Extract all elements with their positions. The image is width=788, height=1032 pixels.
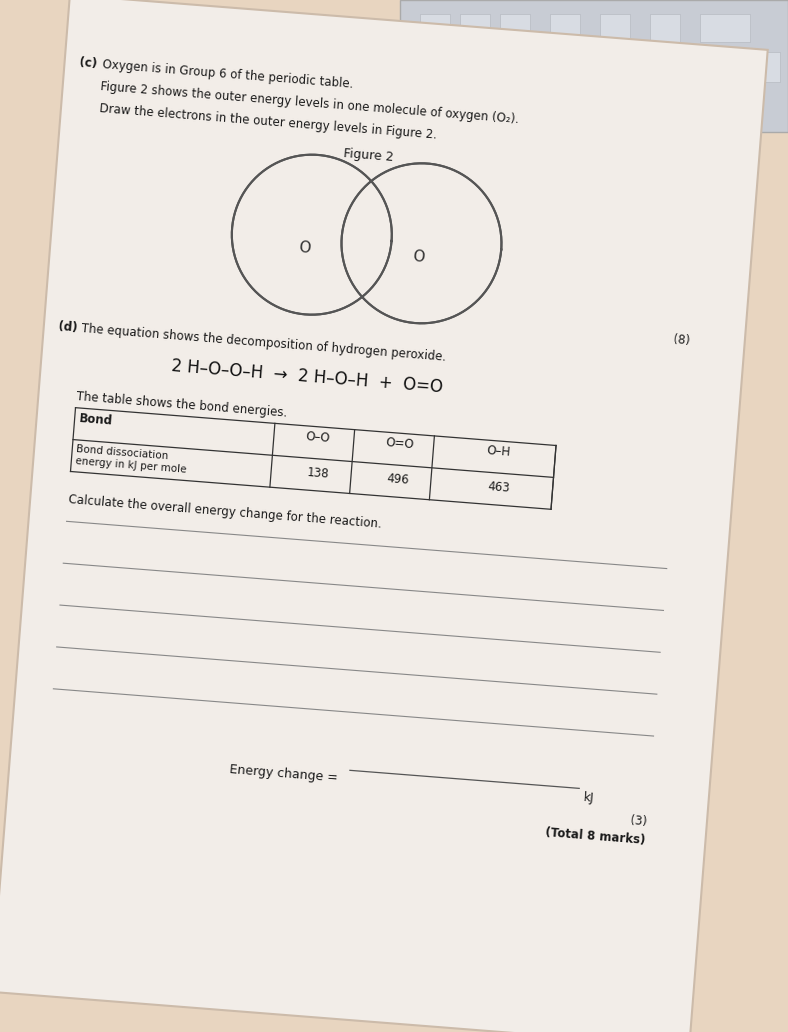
Bar [640, 52, 680, 82]
Text: Oxygen is in Group 6 of the periodic table.: Oxygen is in Group 6 of the periodic tab… [102, 58, 354, 91]
Text: 463: 463 [487, 480, 511, 495]
Text: 496: 496 [386, 473, 410, 487]
Bar [400, 0, 788, 132]
Bar [650, 14, 680, 42]
Polygon shape [232, 155, 392, 315]
Text: (8): (8) [672, 333, 690, 348]
Text: O–O: O–O [306, 430, 331, 445]
Text: (c): (c) [79, 56, 98, 70]
Text: Figure 2: Figure 2 [343, 147, 394, 164]
Bar [520, 52, 560, 82]
Text: O: O [298, 239, 311, 256]
Text: O=O: O=O [385, 437, 414, 451]
Text: Bond dissociation: Bond dissociation [76, 444, 169, 461]
Polygon shape [0, 0, 768, 1032]
Bar [600, 14, 630, 42]
Bar [460, 14, 490, 42]
Bar [700, 14, 750, 42]
Text: O–H: O–H [486, 444, 511, 459]
Text: (Total 8 marks): (Total 8 marks) [545, 826, 646, 846]
Bar [690, 52, 730, 82]
Bar [500, 14, 530, 42]
Text: Figure 2 shows the outer energy levels in one molecule of oxygen (O₂).: Figure 2 shows the outer energy levels i… [100, 79, 519, 126]
Text: Bond: Bond [78, 412, 113, 427]
Text: Draw the electrons in the outer energy levels in Figure 2.: Draw the electrons in the outer energy l… [98, 101, 437, 141]
Text: Energy change =: Energy change = [229, 763, 343, 784]
Text: (d): (d) [58, 320, 78, 334]
Bar [550, 14, 580, 42]
Bar [470, 52, 510, 82]
Polygon shape [341, 163, 501, 323]
Text: The equation shows the decomposition of hydrogen peroxide.: The equation shows the decomposition of … [81, 322, 447, 363]
Bar [420, 14, 450, 42]
Bar [580, 52, 620, 82]
Text: energy in kJ per mole: energy in kJ per mole [75, 456, 187, 475]
Text: The table shows the bond energies.: The table shows the bond energies. [76, 390, 288, 419]
Text: O: O [412, 249, 425, 264]
Text: 2 H–O–O–H  →  2 H–O–H  +  O=O: 2 H–O–O–H → 2 H–O–H + O=O [170, 357, 443, 396]
Text: 138: 138 [307, 466, 330, 481]
Text: kJ: kJ [583, 791, 595, 805]
Bar [740, 52, 780, 82]
Text: (3): (3) [630, 814, 647, 829]
Text: Calculate the overall energy change for the reaction.: Calculate the overall energy change for … [68, 493, 382, 531]
Bar [420, 52, 460, 82]
